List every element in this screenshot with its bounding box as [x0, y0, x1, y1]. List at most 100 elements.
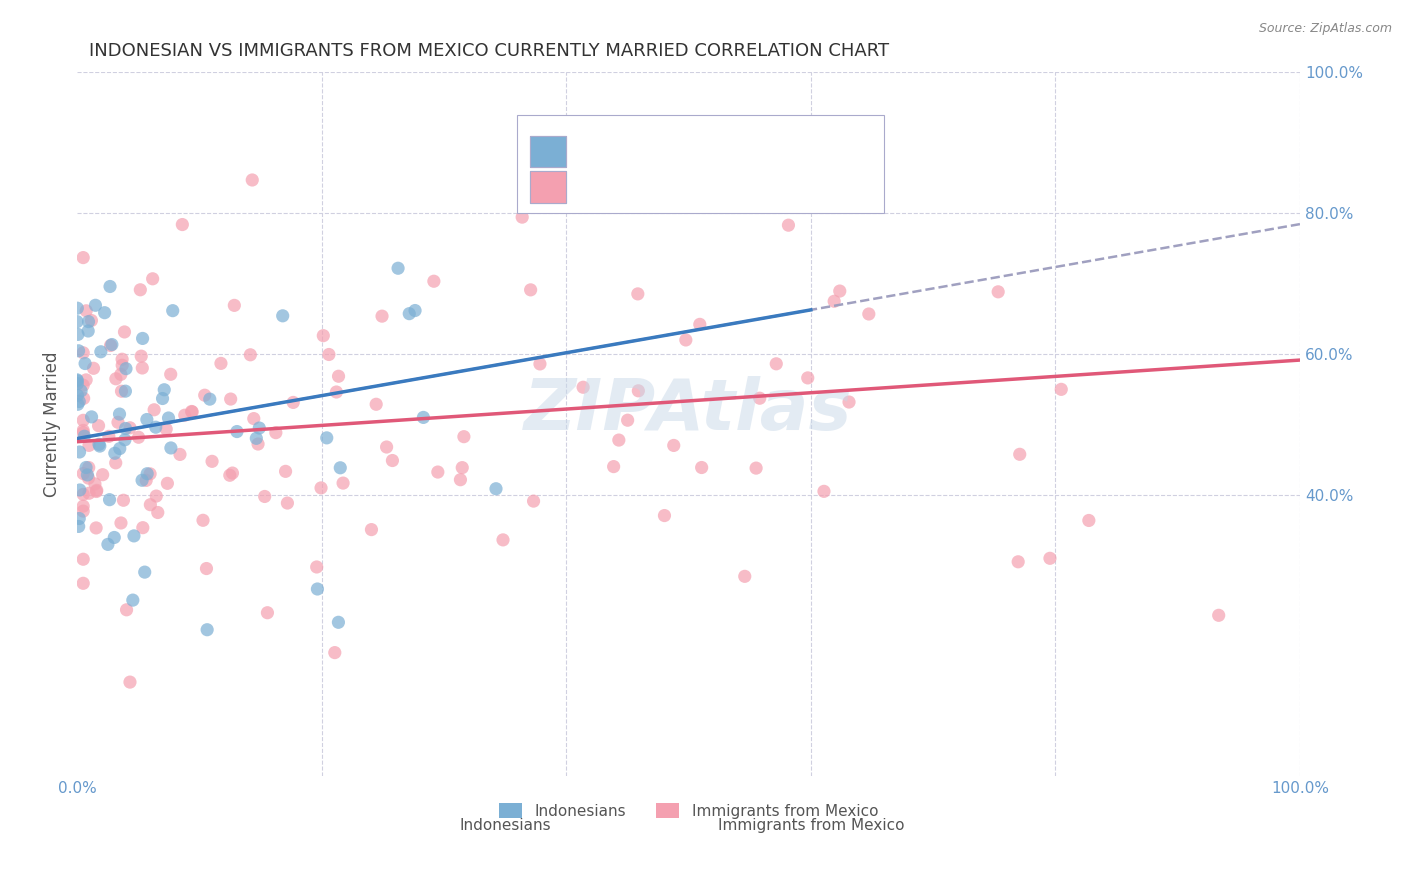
- Point: [426, 465, 449, 479]
- Point: [271, 309, 294, 323]
- Point: [1008, 447, 1031, 461]
- Point: [97, 429, 120, 443]
- Point: [423, 274, 446, 288]
- Point: [371, 309, 394, 323]
- Point: [87, 437, 110, 451]
- Point: [675, 333, 697, 347]
- Point: [131, 331, 153, 345]
- Point: [77, 486, 100, 500]
- Point: [332, 476, 354, 491]
- Point: [67, 343, 90, 358]
- Point: [485, 482, 508, 496]
- Point: [72, 504, 94, 518]
- Point: [66, 327, 89, 342]
- Point: [72, 378, 94, 392]
- Point: [77, 438, 100, 452]
- Point: [114, 433, 136, 447]
- Point: [121, 593, 143, 607]
- Point: [145, 420, 167, 434]
- Point: [1050, 382, 1073, 396]
- Point: [453, 430, 475, 444]
- Point: [180, 404, 202, 418]
- Point: [146, 506, 169, 520]
- Point: [328, 369, 350, 384]
- Point: [115, 603, 138, 617]
- Point: [84, 476, 107, 491]
- Text: INDONESIAN VS IMMIGRANTS FROM MEXICO CURRENTLY MARRIED CORRELATION CHART: INDONESIAN VS IMMIGRANTS FROM MEXICO CUR…: [90, 42, 890, 60]
- Point: [690, 460, 713, 475]
- Point: [242, 411, 264, 425]
- Point: [858, 307, 880, 321]
- Point: [72, 467, 94, 481]
- Point: [100, 338, 122, 352]
- Point: [75, 373, 97, 387]
- Point: [412, 410, 434, 425]
- Point: [136, 467, 159, 481]
- Point: [195, 623, 218, 637]
- Point: [224, 298, 246, 312]
- Point: [103, 531, 125, 545]
- Point: [602, 459, 624, 474]
- Point: [72, 576, 94, 591]
- Point: [132, 521, 155, 535]
- Point: [104, 372, 127, 386]
- Legend: Indonesians, Immigrants from Mexico: Indonesians, Immigrants from Mexico: [494, 797, 884, 825]
- Point: [66, 397, 89, 411]
- Y-axis label: Currently Married: Currently Married: [44, 351, 60, 497]
- Point: [110, 368, 132, 382]
- Point: [607, 433, 630, 447]
- Point: [155, 422, 177, 436]
- Point: [77, 471, 100, 485]
- FancyBboxPatch shape: [530, 136, 567, 168]
- Point: [84, 298, 107, 312]
- Point: [813, 484, 835, 499]
- Point: [156, 476, 179, 491]
- Point: [398, 307, 420, 321]
- Point: [72, 425, 94, 440]
- Point: [195, 561, 218, 575]
- Point: [66, 376, 89, 391]
- Point: [239, 348, 262, 362]
- Point: [98, 279, 121, 293]
- Point: [128, 430, 150, 444]
- Point: [519, 283, 541, 297]
- Point: [309, 481, 332, 495]
- Point: [143, 402, 166, 417]
- Point: [366, 397, 388, 411]
- Point: [73, 429, 96, 443]
- Point: [91, 467, 114, 482]
- Point: [160, 441, 183, 455]
- Point: [77, 460, 100, 475]
- Point: [66, 373, 89, 387]
- Point: [115, 361, 138, 376]
- Point: [72, 346, 94, 360]
- Point: [328, 615, 350, 630]
- Point: [66, 315, 89, 329]
- Point: [823, 294, 845, 309]
- Point: [381, 453, 404, 467]
- Point: [76, 467, 98, 482]
- Point: [654, 508, 676, 523]
- Point: [86, 483, 108, 498]
- Point: [748, 391, 770, 405]
- Point: [572, 380, 595, 394]
- Point: [492, 533, 515, 547]
- Point: [689, 318, 711, 332]
- Point: [264, 425, 287, 440]
- Point: [329, 460, 352, 475]
- Point: [152, 392, 174, 406]
- Point: [734, 569, 756, 583]
- Point: [283, 395, 305, 409]
- Point: [159, 368, 181, 382]
- Point: [318, 347, 340, 361]
- Point: [101, 337, 124, 351]
- Point: [89, 439, 111, 453]
- Point: [72, 424, 94, 438]
- Point: [112, 493, 135, 508]
- Point: [256, 606, 278, 620]
- Point: [72, 413, 94, 427]
- Point: [198, 392, 221, 406]
- Point: [73, 392, 96, 406]
- Point: [276, 496, 298, 510]
- Point: [360, 523, 382, 537]
